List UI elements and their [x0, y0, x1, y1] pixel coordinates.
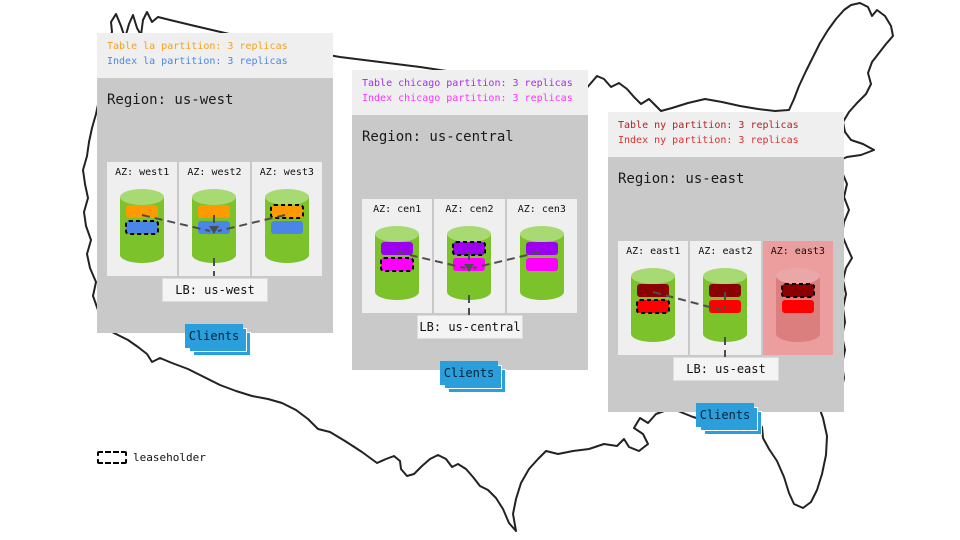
- replica-bar-leaseholder: [636, 299, 671, 314]
- annotation-table-line: Table la partition: 3 replicas: [107, 41, 288, 52]
- region-box-us-west: Region: us-west AZ: west1 AZ: west2 AZ: …: [97, 78, 333, 356]
- cylinder-top: [120, 189, 165, 205]
- load-balancer-us-east: LB: us-east: [673, 357, 779, 381]
- replica-bar: [525, 242, 558, 255]
- annotation-index-line: Index la partition: 3 replicas: [107, 56, 288, 67]
- cylinder-top: [775, 268, 820, 284]
- cylinder-bottom: [120, 247, 165, 263]
- az-label: AZ: east1: [626, 246, 681, 257]
- database-cylinder: [264, 189, 309, 263]
- cylinder-bottom: [192, 247, 237, 263]
- replica-bar-leaseholder: [125, 220, 160, 235]
- replica-bar: [381, 242, 414, 255]
- cylinder-bottom: [519, 284, 564, 300]
- database-cylinder: [192, 189, 237, 263]
- cylinder-top: [631, 268, 676, 284]
- az-label: AZ: cen2: [445, 204, 494, 215]
- database-cylinder: [375, 226, 420, 300]
- clients-stack-us-west: Clients: [185, 324, 251, 356]
- az-label: AZ: west2: [187, 167, 242, 178]
- clients-stack-us-central: Clients: [440, 361, 506, 393]
- replica-bar: [198, 205, 231, 218]
- replica-bar: [709, 284, 742, 297]
- replica-bar-leaseholder: [780, 283, 815, 298]
- cylinder-bottom: [264, 247, 309, 263]
- partition-annotation-us-west: Table la partition: 3 replicas Index la …: [97, 33, 333, 78]
- load-balancer-us-central: LB: us-central: [417, 315, 523, 339]
- clients-box: Clients: [440, 361, 498, 385]
- partition-annotation-us-east: Table ny partition: 3 replicas Index ny …: [608, 112, 844, 157]
- load-balancer-us-west: LB: us-west: [162, 278, 268, 302]
- region-box-us-central: Region: us-central AZ: cen1 AZ: cen2 AZ:…: [352, 115, 588, 393]
- az-label: AZ: west1: [115, 167, 170, 178]
- cylinder-top: [375, 226, 420, 242]
- region-title: Region: us-east: [618, 171, 745, 187]
- clients-stack-us-east: Clients: [696, 403, 762, 435]
- az-row: AZ: cen1 AZ: cen2 AZ: cen3: [362, 199, 577, 313]
- replica-bar: [453, 258, 486, 271]
- az-box-east1: AZ: east1: [618, 241, 689, 355]
- leaseholder-legend: leaseholder: [97, 451, 206, 464]
- cylinder-top: [447, 226, 492, 242]
- annotation-table-line: Table chicago partition: 3 replicas: [362, 78, 573, 89]
- az-box-east3-failed: AZ: east3: [762, 241, 833, 355]
- region-title: Region: us-central: [362, 129, 514, 145]
- az-box-cen1: AZ: cen1: [362, 199, 433, 313]
- az-box-west3: AZ: west3: [251, 162, 322, 276]
- annotation-index-line: Index chicago partition: 3 replicas: [362, 93, 573, 104]
- replica-bar: [525, 258, 558, 271]
- az-box-cen2: AZ: cen2: [434, 199, 505, 313]
- us-map-outline: [82, 2, 894, 532]
- region-title: Region: us-west: [107, 92, 234, 108]
- replica-bar-leaseholder: [269, 204, 304, 219]
- clients-box: Clients: [696, 403, 754, 427]
- cylinder-bottom: [703, 326, 748, 342]
- az-box-cen3: AZ: cen3: [506, 199, 577, 313]
- replica-bar: [270, 221, 303, 234]
- az-row: AZ: east1 AZ: east2 AZ: east3: [618, 241, 833, 355]
- database-cylinder: [447, 226, 492, 300]
- database-cylinder: [120, 189, 165, 263]
- cylinder-bottom: [375, 284, 420, 300]
- database-cylinder-failed: [775, 268, 820, 342]
- az-label: AZ: west3: [259, 167, 314, 178]
- replica-bar-leaseholder: [380, 257, 415, 272]
- replica-bar: [709, 300, 742, 313]
- az-label: AZ: cen3: [517, 204, 566, 215]
- cylinder-bottom: [631, 326, 676, 342]
- database-cylinder: [631, 268, 676, 342]
- database-cylinder: [703, 268, 748, 342]
- az-label: AZ: cen1: [373, 204, 422, 215]
- database-cylinder: [519, 226, 564, 300]
- az-box-east2: AZ: east2: [690, 241, 761, 355]
- az-label: AZ: east2: [698, 246, 753, 257]
- partition-annotation-us-central: Table chicago partition: 3 replicas Inde…: [352, 70, 588, 115]
- leaseholder-swatch-icon: [97, 451, 127, 464]
- cylinder-top: [192, 189, 237, 205]
- replica-bar-leaseholder: [452, 241, 487, 256]
- replica-bar: [637, 284, 670, 297]
- leaseholder-label: leaseholder: [133, 451, 206, 464]
- cylinder-bottom: [775, 326, 820, 342]
- region-box-us-east: Region: us-east AZ: east1 AZ: east2 AZ: …: [608, 157, 844, 435]
- cylinder-top: [703, 268, 748, 284]
- cylinder-bottom: [447, 284, 492, 300]
- replica-bar: [198, 221, 231, 234]
- cylinder-top: [264, 189, 309, 205]
- annotation-table-line: Table ny partition: 3 replicas: [618, 120, 799, 131]
- az-box-west2: AZ: west2: [179, 162, 250, 276]
- az-row: AZ: west1 AZ: west2 AZ: west3: [107, 162, 322, 276]
- annotation-index-line: Index ny partition: 3 replicas: [618, 135, 799, 146]
- replica-bar: [126, 205, 159, 218]
- az-box-west1: AZ: west1: [107, 162, 178, 276]
- replica-bar: [781, 300, 814, 313]
- cylinder-top: [519, 226, 564, 242]
- az-label: AZ: east3: [770, 246, 825, 257]
- clients-box: Clients: [185, 324, 243, 348]
